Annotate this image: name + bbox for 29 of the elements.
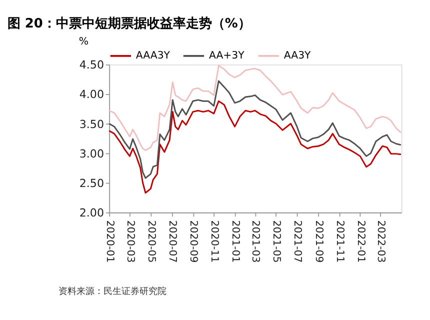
line-series: [108, 100, 402, 194]
x-tick-label: 2020-03: [124, 220, 136, 263]
line-series: [108, 64, 402, 152]
x-tick-label: 2021-09: [312, 220, 324, 263]
y-tick-label: 3.50: [79, 118, 104, 131]
x-tick-label: 2021-03: [250, 220, 261, 263]
y-axis-title: %: [78, 36, 89, 48]
x-tick-label: 2020-05: [145, 220, 156, 263]
y-tick-label: 4.00: [79, 88, 104, 102]
y-tick-label: 4.50: [79, 58, 104, 72]
legend-label: AA3Y: [284, 50, 312, 62]
x-tick-label: 2021-11: [334, 220, 345, 263]
chart-title: 图 20：中票中短期票据收益率走势（%）: [7, 15, 251, 32]
y-tick-label: 2.50: [79, 176, 104, 190]
x-tick-label: 2021-05: [270, 220, 282, 263]
x-tick-label: 2020-09: [188, 220, 199, 263]
legend-label: AAA3Y: [136, 50, 171, 62]
x-tick-label: 2022-03: [375, 220, 386, 263]
text: 资料来源：民生证券研究院: [58, 286, 166, 297]
x-tick-label: 2021-07: [292, 220, 303, 263]
x-tick-label: 2020-07: [166, 220, 178, 263]
line-series: [108, 80, 402, 179]
x-tick-label: 2020-11: [208, 220, 220, 263]
legend-label: AA+3Y: [208, 50, 246, 62]
y-tick-label: 3.00: [79, 147, 104, 160]
x-tick-label: 2021-01: [229, 220, 240, 263]
y-tick-label: 2.00: [79, 206, 104, 220]
x-tick-label: 2020-01: [104, 220, 115, 263]
x-tick-label: 2022-01: [354, 220, 366, 263]
